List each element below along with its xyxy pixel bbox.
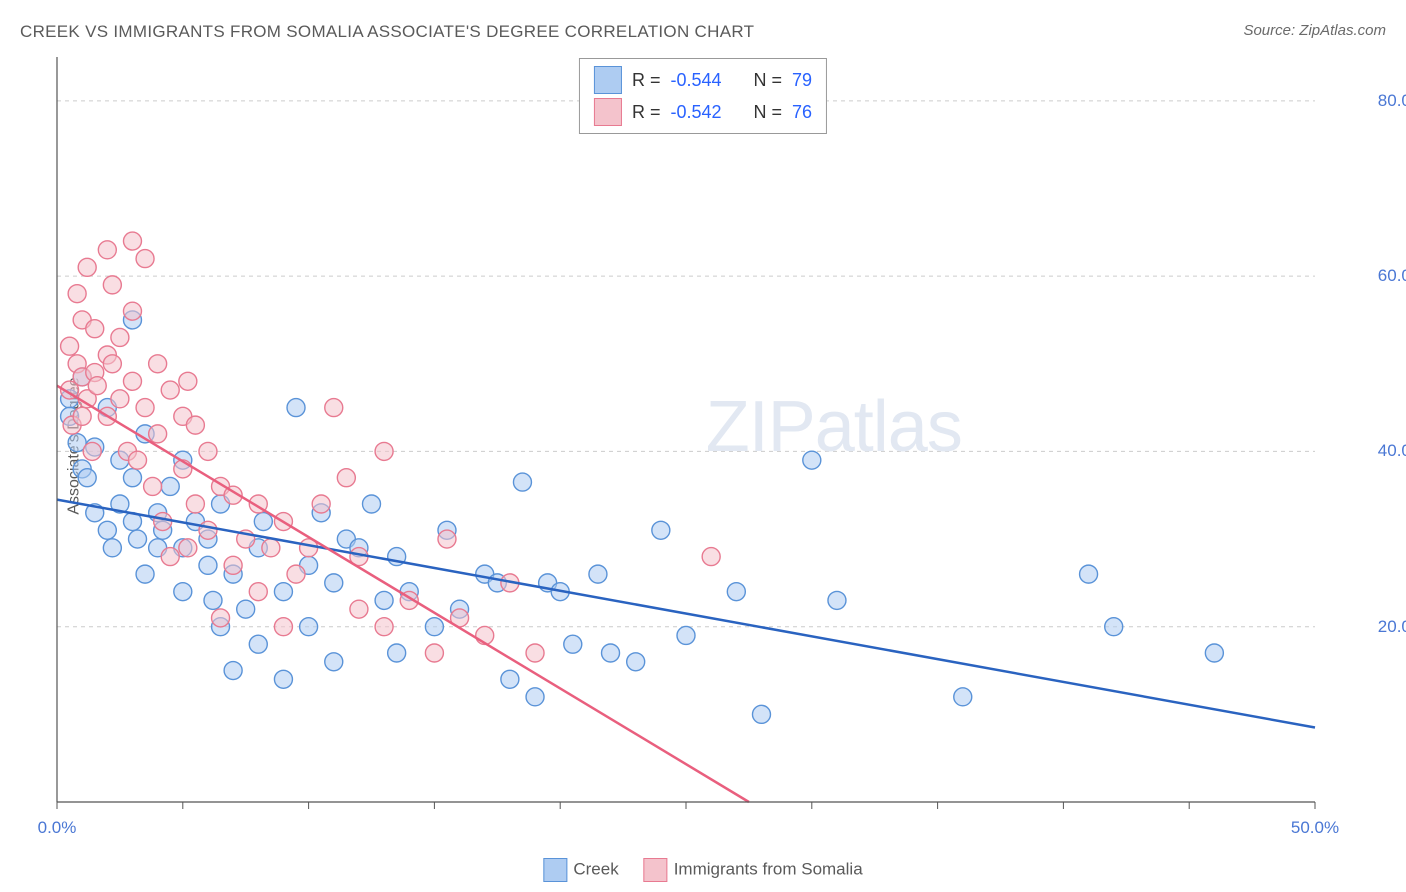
r-value: -0.544 bbox=[670, 70, 721, 91]
r-value: -0.542 bbox=[670, 102, 721, 123]
n-label: N = bbox=[754, 70, 783, 91]
y-tick-label: 40.0% bbox=[1375, 441, 1406, 461]
chart-container: CREEK VS IMMIGRANTS FROM SOMALIA ASSOCIA… bbox=[0, 0, 1406, 892]
legend-label: Creek bbox=[573, 859, 618, 878]
source-label: Source: ZipAtlas.com bbox=[1243, 22, 1386, 39]
chart-title: CREEK VS IMMIGRANTS FROM SOMALIA ASSOCIA… bbox=[20, 22, 754, 42]
y-tick-label: 20.0% bbox=[1375, 617, 1406, 637]
r-label: R = bbox=[632, 102, 661, 123]
x-tick-label: 50.0% bbox=[1291, 818, 1339, 838]
plot-area: ZIPatlas 20.0%40.0%60.0%80.0%0.0%50.0% bbox=[55, 55, 1375, 830]
legend-swatch bbox=[594, 66, 622, 94]
legend-row: R = -0.544 N = 79 bbox=[594, 64, 812, 96]
correlation-legend: R = -0.544 N = 79 R = -0.542 N = 76 bbox=[579, 58, 827, 134]
series-legend: Creek Immigrants from Somalia bbox=[543, 858, 862, 882]
r-label: R = bbox=[632, 70, 661, 91]
legend-swatch bbox=[543, 858, 567, 882]
y-tick-label: 60.0% bbox=[1375, 266, 1406, 286]
legend-swatch bbox=[644, 858, 668, 882]
chart-svg bbox=[55, 55, 1375, 830]
legend-item: Immigrants from Somalia bbox=[644, 858, 863, 882]
x-tick-label: 0.0% bbox=[38, 818, 77, 838]
legend-item: Creek bbox=[543, 858, 618, 882]
legend-label: Immigrants from Somalia bbox=[674, 859, 863, 878]
n-label: N = bbox=[754, 102, 783, 123]
legend-swatch bbox=[594, 98, 622, 126]
legend-row: R = -0.542 N = 76 bbox=[594, 96, 812, 128]
y-tick-label: 80.0% bbox=[1375, 91, 1406, 111]
n-value: 76 bbox=[792, 102, 812, 123]
n-value: 79 bbox=[792, 70, 812, 91]
